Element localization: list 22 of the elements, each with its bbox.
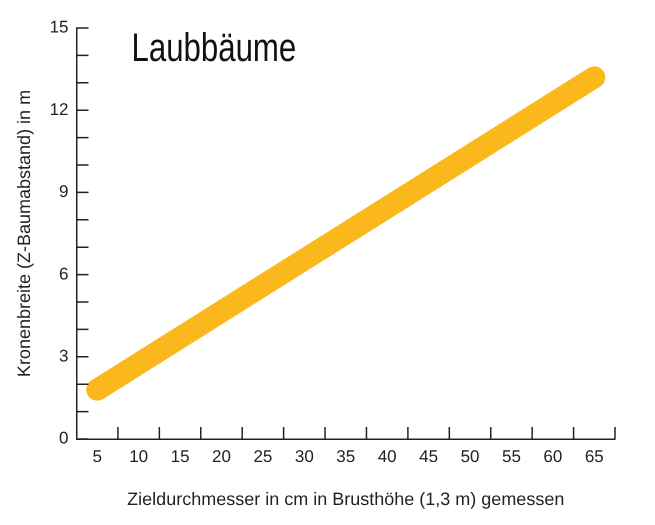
x-tick-label: 15 bbox=[170, 446, 190, 466]
x-tick-label: 30 bbox=[294, 446, 314, 466]
x-tick-label: 20 bbox=[212, 446, 231, 466]
y-axis-title: Kronenbreite (Z-Baumabstand) in m bbox=[14, 90, 34, 378]
y-tick-label: 0 bbox=[59, 428, 69, 448]
y-tick-label: 9 bbox=[59, 182, 69, 202]
x-axis-title: Zieldurchmesser in cm in Brusthöhe (1,3 m) gemessen bbox=[127, 489, 564, 510]
x-tick-label: 65 bbox=[584, 446, 604, 466]
chart-title: Laubbäume bbox=[132, 25, 296, 70]
x-tick-label: 25 bbox=[253, 446, 272, 466]
x-tick-label: 35 bbox=[336, 446, 356, 466]
x-tick-label: 60 bbox=[543, 446, 562, 466]
x-tick-label: 5 bbox=[92, 446, 102, 466]
x-tick-label: 40 bbox=[378, 446, 397, 466]
y-tick-label: 3 bbox=[59, 346, 69, 366]
x-tick-label: 45 bbox=[419, 446, 438, 466]
y-tick-label: 12 bbox=[50, 100, 69, 119]
x-tick-label: 50 bbox=[460, 446, 480, 466]
y-tick-label: 15 bbox=[50, 18, 69, 37]
x-tick-label: 10 bbox=[129, 446, 148, 466]
y-tick-label: 6 bbox=[59, 264, 69, 284]
x-tick-label: 55 bbox=[502, 446, 521, 466]
